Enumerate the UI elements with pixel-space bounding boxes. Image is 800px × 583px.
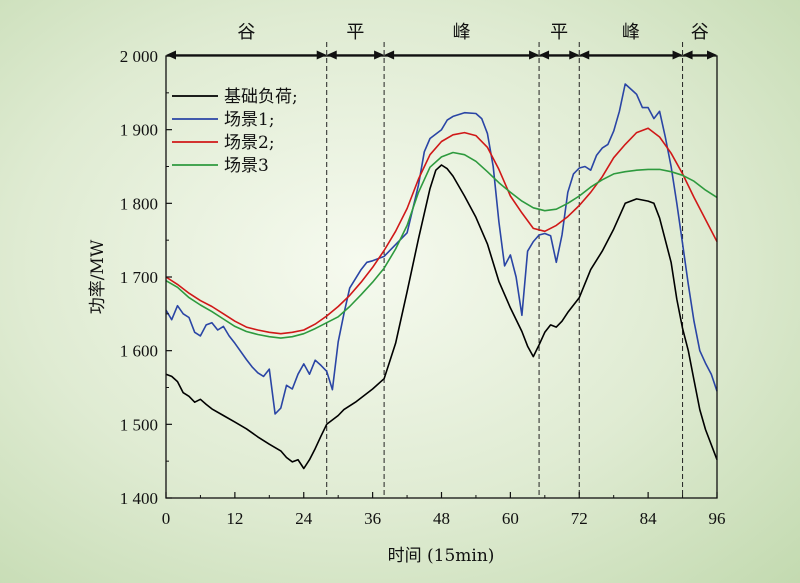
y-axis-title: 功率/MW (88, 239, 108, 314)
x-tick-label-2: 24 (295, 509, 313, 528)
series-line-0 (165, 164, 718, 470)
y-tick-label-5: 1 900 (120, 121, 158, 140)
period-arrowhead-right-5 (707, 50, 717, 60)
period-label-4: 峰 (622, 22, 640, 43)
legend-label-2: 场景2; (224, 133, 275, 153)
legend-label-0: 基础负荷; (224, 87, 298, 107)
period-label-3: 平 (550, 22, 568, 43)
y-tick-label-6: 2 000 (120, 47, 158, 66)
y-tick-label-1: 1 500 (120, 415, 158, 434)
period-arrowhead-left-2 (384, 50, 395, 60)
period-label-5: 谷 (691, 22, 709, 43)
period-arrowhead-right-2 (529, 50, 540, 60)
y-tick-label-0: 1 400 (120, 489, 158, 508)
legend-label-3: 场景3 (224, 156, 269, 176)
y-tick-label-3: 1 700 (120, 268, 158, 287)
period-arrowhead-left-1 (326, 50, 337, 60)
x-tick-label-4: 48 (433, 509, 450, 528)
legend-label-1: 场景1; (224, 110, 275, 130)
x-tick-label-5: 60 (502, 509, 519, 528)
period-arrowhead-left-0 (166, 50, 176, 60)
period-arrowhead-left-5 (682, 50, 693, 60)
series-line-2 (165, 127, 718, 335)
period-arrowhead-left-3 (539, 50, 550, 60)
period-label-2: 峰 (453, 22, 471, 43)
x-tick-label-3: 36 (364, 509, 381, 528)
x-tick-label-6: 72 (571, 509, 588, 528)
period-label-1: 平 (346, 22, 364, 43)
series-line-1 (165, 83, 718, 415)
period-arrowhead-right-0 (316, 50, 327, 60)
series-line-3 (165, 151, 718, 339)
period-arrowhead-right-3 (569, 50, 580, 60)
x-axis-title: 时间 (15min) (388, 546, 495, 566)
x-tick-label-7: 84 (640, 509, 658, 528)
period-arrowhead-right-4 (672, 50, 683, 60)
x-tick-label-0: 0 (162, 509, 171, 528)
x-tick-label-8: 96 (709, 509, 726, 528)
period-arrowhead-left-4 (579, 50, 590, 60)
y-tick-label-4: 1 800 (120, 194, 158, 213)
period-arrowhead-right-1 (374, 50, 385, 60)
x-tick-label-1: 12 (226, 509, 243, 528)
y-tick-label-2: 1 600 (120, 342, 158, 361)
period-label-0: 谷 (237, 22, 255, 43)
